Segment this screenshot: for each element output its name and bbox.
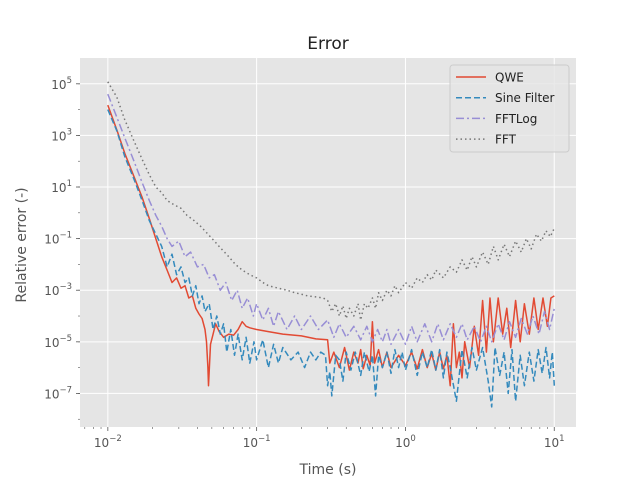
y-axis-ticks: 10−7 10−5 10−3 10−1 101 103 105 <box>44 76 80 401</box>
legend-label-qwe: QWE <box>495 71 524 85</box>
y-tick-label: 10−3 <box>44 282 72 298</box>
legend-entries: QWE Sine Filter FFTLog FFT <box>456 71 555 147</box>
minor-ticks <box>78 83 548 429</box>
x-tick-label: 10−2 <box>94 434 122 450</box>
series-lines <box>107 81 556 408</box>
legend: QWE Sine Filter FFTLog FFT <box>449 64 570 153</box>
x-axis-label: Time (s) <box>299 462 357 478</box>
x-axis-ticks: 10−2 10−1 100 101 <box>94 427 565 450</box>
y-tick-label: 105 <box>51 76 72 92</box>
x-tick-label: 100 <box>395 434 416 450</box>
x-tick-label: 101 <box>544 434 565 450</box>
y-axis-label: Relative error (-) <box>14 187 30 302</box>
legend-label-sine-filter: Sine Filter <box>495 91 555 105</box>
series-line-fft <box>107 81 555 321</box>
legend-box <box>449 64 570 153</box>
x-tick-label: 10−1 <box>243 434 271 450</box>
y-tick-label: 101 <box>51 179 72 195</box>
chart-title: Error <box>307 34 348 54</box>
y-tick-label: 10−1 <box>44 231 72 247</box>
grid-lines <box>80 58 576 427</box>
legend-label-fftlog: FFTLog <box>495 112 537 126</box>
legend-label-fft: FFT <box>495 133 517 147</box>
series-line-qwe <box>107 104 555 387</box>
y-tick-label: 10−5 <box>44 334 72 350</box>
series-line-fftlog <box>107 93 556 346</box>
y-tick-label: 10−7 <box>44 385 72 401</box>
y-tick-label: 103 <box>51 127 72 143</box>
series-line-sine-filter <box>107 109 556 408</box>
